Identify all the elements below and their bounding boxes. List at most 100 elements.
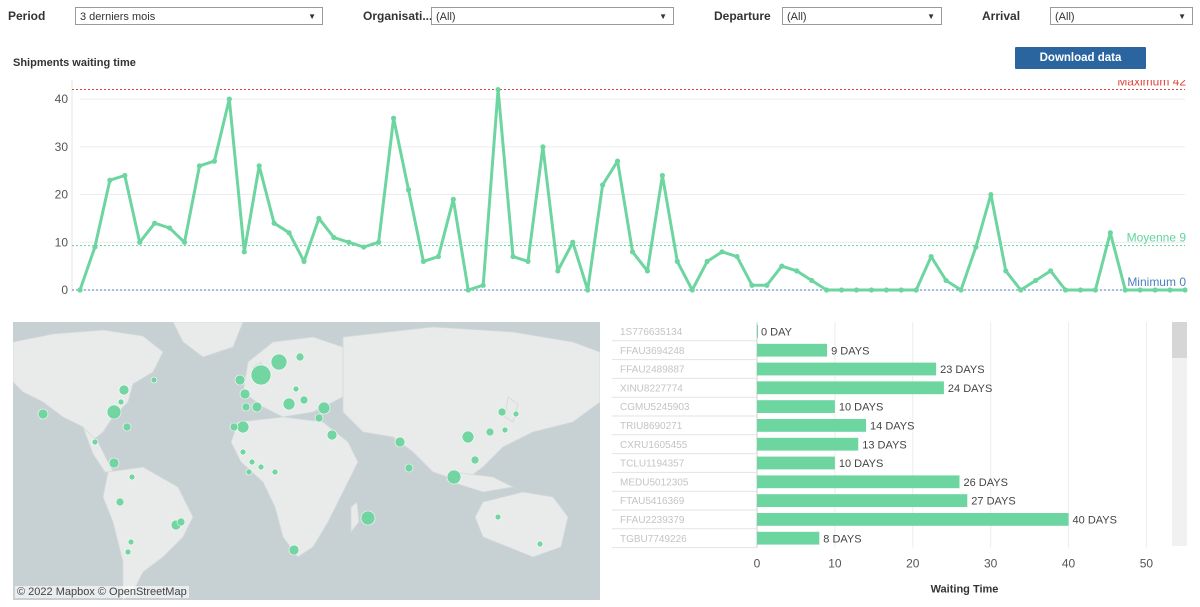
shipment-marker — [536, 540, 544, 548]
shipment-marker — [229, 422, 239, 432]
data-point — [734, 253, 740, 260]
shipment-marker — [295, 352, 305, 362]
x-tick-label: 0 — [754, 557, 761, 571]
data-point — [704, 258, 710, 264]
data-point — [331, 234, 337, 241]
data-point — [1077, 287, 1084, 293]
data-point — [943, 277, 949, 284]
data-point — [555, 268, 561, 274]
data-point — [585, 287, 591, 293]
departure-select[interactable]: (All) ▼ — [782, 7, 942, 25]
container-id-label: FFAU3694248 — [620, 346, 685, 357]
waiting-time-bar-chart: 0 10 20 30 40 50 1S776635134 0 DAY FFAU3694248 9 … — [612, 322, 1154, 596]
waiting-time-bar — [757, 456, 835, 470]
africa-landmass — [230, 416, 359, 558]
data-point — [779, 263, 785, 269]
data-point — [316, 215, 322, 222]
waiting-time-bar — [757, 494, 968, 507]
bar-chart-scrollbar[interactable] — [1172, 322, 1187, 546]
bar-value-label: 10 DAYS — [839, 458, 883, 470]
data-point — [614, 158, 621, 164]
data-point — [77, 287, 83, 293]
data-point — [540, 144, 546, 150]
data-point — [390, 115, 397, 121]
data-point — [1033, 277, 1039, 284]
x-tick-label: 10 — [828, 557, 842, 571]
data-point — [988, 191, 994, 198]
bar-value-label: 10 DAYS — [839, 402, 883, 414]
shipments-map[interactable]: © 2022 Mapbox © OpenStreetMap — [13, 322, 600, 600]
departure-value: (All) — [787, 11, 807, 23]
arrival-value: (All) — [1055, 11, 1075, 23]
data-point — [361, 244, 367, 250]
data-point — [824, 287, 830, 293]
data-point — [211, 158, 217, 164]
data-point — [659, 172, 665, 179]
data-point — [301, 258, 307, 264]
asia-landmass — [342, 326, 600, 483]
data-point — [226, 96, 232, 102]
data-point — [495, 86, 501, 93]
data-point — [883, 287, 889, 293]
reference-line-label: Minimum 0 — [1127, 275, 1186, 289]
data-point — [196, 163, 203, 169]
organisation-value: (All) — [436, 11, 456, 23]
data-point — [794, 268, 800, 274]
waiting-time-bar — [757, 343, 828, 357]
shipment-marker — [314, 413, 324, 423]
waiting-time-line-chart: 0 10 20 30 40 Maximum 42 Moyenne 9 Minimum 0 — [55, 80, 1188, 297]
data-point — [1167, 287, 1173, 293]
period-select[interactable]: 3 derniers mois ▼ — [75, 7, 323, 25]
data-point — [973, 244, 979, 250]
south-america-landmass — [102, 466, 194, 600]
shipment-marker — [122, 422, 132, 432]
shipment-marker — [282, 397, 296, 411]
shipment-marker — [494, 513, 502, 521]
data-point — [629, 249, 636, 255]
container-id-label: FFAU2239379 — [620, 515, 685, 526]
shipment-marker — [251, 401, 263, 413]
chevron-down-icon: ▼ — [308, 12, 316, 21]
download-data-button[interactable]: Download data — [1015, 47, 1146, 69]
waiting-time-bar — [757, 437, 859, 451]
data-point — [1048, 268, 1054, 274]
arrival-label: Arrival — [982, 9, 1021, 23]
x-axis-title: Waiting Time — [931, 584, 999, 596]
shipment-marker — [250, 364, 272, 386]
x-tick-label: 50 — [1140, 557, 1154, 571]
shipment-marker — [117, 398, 125, 406]
shipment-marker — [326, 429, 338, 441]
data-point — [749, 282, 755, 288]
scrollbar-thumb[interactable] — [1172, 322, 1187, 358]
shipment-marker — [234, 374, 246, 386]
shipment-marker — [150, 376, 158, 384]
y-tick-label: 10 — [55, 235, 69, 249]
data-point — [181, 239, 188, 245]
data-point — [674, 258, 680, 264]
data-point — [853, 287, 860, 293]
shipment-marker — [497, 407, 507, 417]
waiting-time-bar — [757, 362, 937, 376]
waiting-time-bar — [757, 513, 1069, 526]
japan-landmass — [504, 396, 519, 423]
shipment-marker — [271, 468, 279, 476]
arrival-select[interactable]: (All) ▼ — [1050, 7, 1193, 25]
bar-value-label: 26 DAYS — [964, 477, 1008, 489]
data-point — [689, 287, 695, 293]
y-tick-label: 30 — [55, 140, 69, 154]
bar-value-label: 9 DAYS — [831, 345, 869, 357]
data-point — [928, 253, 934, 260]
shipment-marker — [127, 538, 135, 546]
organisation-select[interactable]: (All) ▼ — [431, 7, 674, 25]
container-id-label: XINU8227774 — [620, 383, 683, 394]
chevron-down-icon: ▼ — [927, 12, 935, 21]
shipment-marker — [394, 436, 406, 448]
waiting-time-bar — [757, 475, 960, 489]
shipment-marker — [91, 438, 99, 446]
shipment-marker — [404, 463, 414, 473]
data-point — [122, 172, 128, 179]
container-id-label: MEDU5012305 — [620, 477, 689, 488]
chevron-down-icon: ▼ — [1178, 12, 1186, 21]
data-point — [913, 287, 919, 293]
data-point — [1152, 287, 1158, 293]
